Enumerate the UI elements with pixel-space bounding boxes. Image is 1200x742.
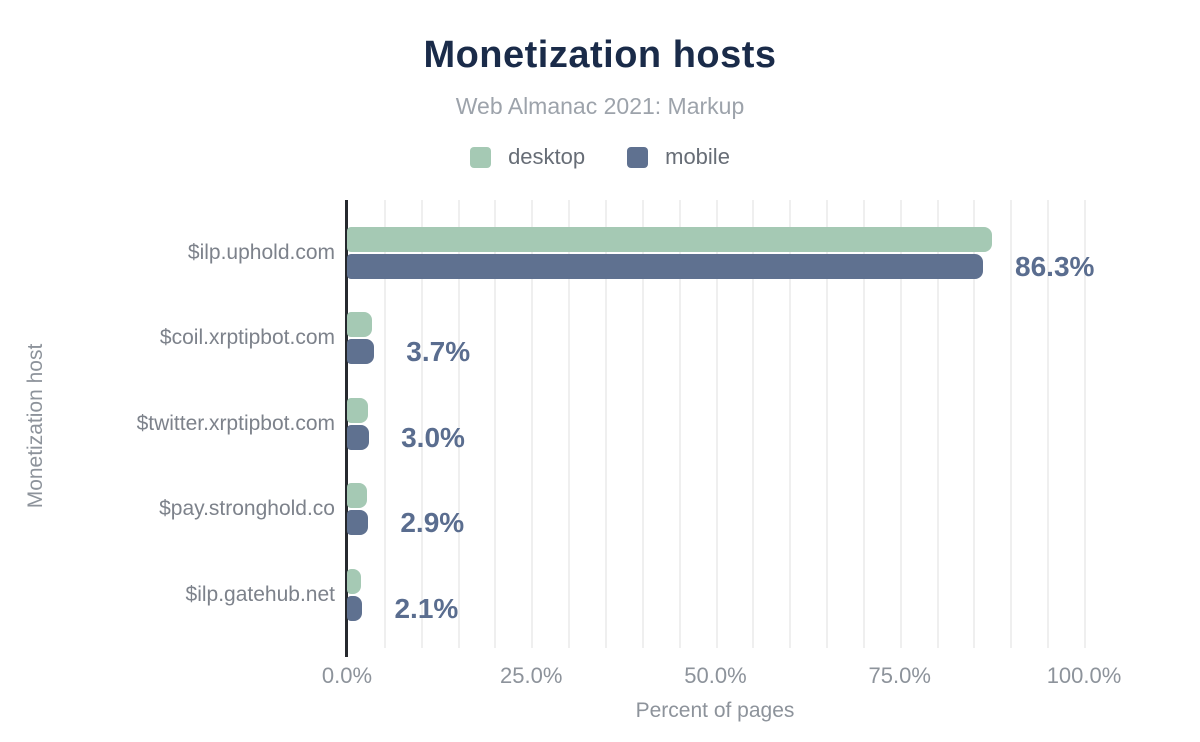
plot-area: 86.3% 3.7% 3.0% 2.9% 2.1% (345, 200, 1140, 657)
gridline (1084, 200, 1086, 648)
gridline (383, 200, 386, 648)
gridline (604, 200, 607, 648)
value-label: 2.9% (400, 507, 465, 539)
x-tick-label: 100.0% (1046, 663, 1122, 688)
category-label: $coil.xrptipbot.com (159, 326, 335, 350)
gridline (789, 200, 792, 648)
x-tick-label: 75.0% (868, 663, 931, 688)
gridline (494, 200, 497, 648)
bar-desktop-twitter.xrptipbot.com (347, 397, 369, 423)
gridline (1010, 200, 1013, 648)
x-tick-label: 0.0% (321, 663, 373, 688)
bar-desktop-ilp.gatehub.net (347, 568, 361, 594)
bar-mobile-pay.stronghold.co (347, 510, 369, 536)
gridline (678, 200, 681, 648)
bar-mobile-ilp.gatehub.net (347, 595, 363, 621)
gridline (641, 200, 644, 648)
gridline (973, 200, 976, 648)
x-axis-title: Percent of pages (635, 699, 795, 722)
bar-desktop-coil.xrptipbot.com (347, 312, 373, 338)
legend: desktop mobile (0, 144, 1200, 170)
gridline (457, 200, 460, 648)
value-label: 86.3% (1015, 251, 1095, 282)
gridline (715, 200, 718, 648)
category-label: $ilp.uphold.com (187, 241, 335, 264)
x-tick-label: 50.0% (684, 663, 747, 688)
gridline (752, 200, 755, 648)
gridline (862, 200, 865, 648)
mobile-color-swatch (627, 146, 649, 168)
category-label: $twitter.xrptipbot.com (136, 411, 335, 435)
gridline (1047, 200, 1050, 648)
y-axis-line (345, 200, 348, 657)
chart-title: Monetization hosts (423, 34, 777, 76)
bar-mobile-coil.xrptipbot.com (347, 339, 375, 365)
gridline (531, 200, 534, 648)
bar-desktop-ilp.uphold.com (347, 227, 992, 252)
gridline (936, 200, 939, 648)
legend-item-mobile: mobile (627, 144, 730, 170)
legend-label-mobile: mobile (665, 144, 730, 169)
bar-mobile-twitter.xrptipbot.com (347, 424, 370, 450)
legend-item-desktop: desktop (470, 144, 585, 170)
category-label: $ilp.gatehub.net (185, 582, 335, 606)
legend-label-desktop: desktop (508, 144, 586, 169)
chart-subtitle: Web Almanac 2021: Markup (455, 93, 745, 119)
bar-mobile-ilp.uphold.com (347, 254, 984, 279)
category-label: $pay.stronghold.co (159, 497, 335, 521)
bar-desktop-pay.stronghold.co (347, 483, 367, 509)
gridline (420, 200, 423, 648)
gridline (568, 200, 571, 648)
value-label: 2.1% (394, 592, 459, 624)
value-label: 3.0% (401, 421, 465, 453)
value-label: 3.7% (406, 336, 471, 368)
gridline (899, 200, 902, 648)
gridline (826, 200, 829, 648)
desktop-color-swatch (470, 146, 492, 168)
x-tick-label: 25.0% (500, 663, 563, 688)
